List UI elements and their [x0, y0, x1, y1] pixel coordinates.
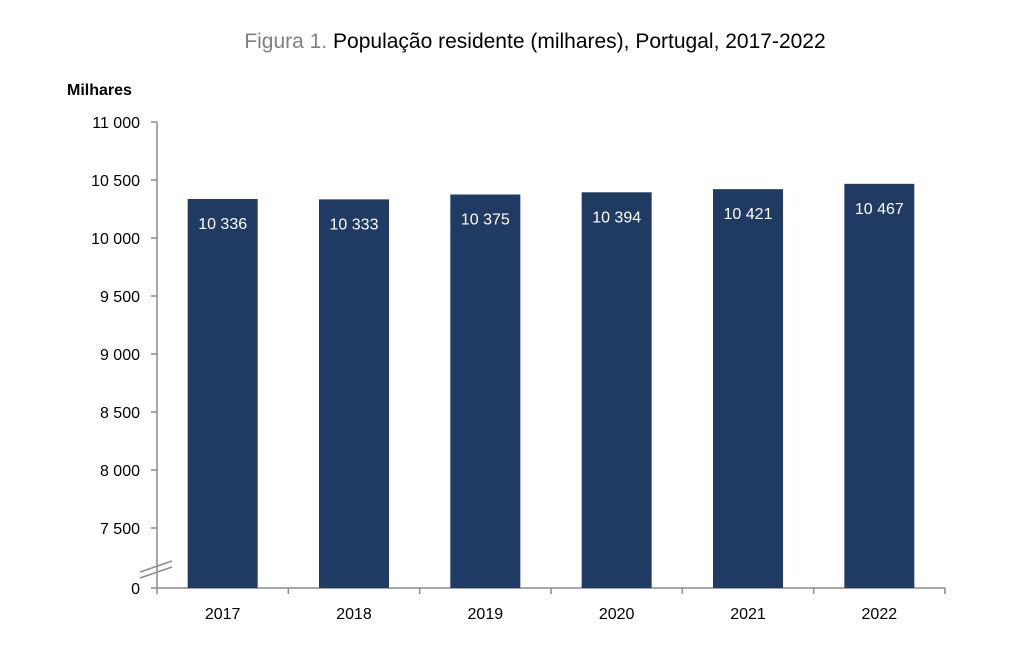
y-tick-label: 10 500: [91, 173, 140, 190]
x-tick-label: 2019: [468, 606, 504, 623]
x-tick-label: 2017: [205, 606, 241, 623]
data-label: 10 394: [592, 209, 641, 226]
data-label: 10 421: [724, 206, 773, 223]
data-label: 10 336: [198, 216, 247, 233]
y-tick-label: 8 500: [100, 405, 140, 422]
bar-2020: [581, 192, 652, 588]
data-label: 10 467: [855, 201, 904, 218]
y-tick-label: 11 000: [92, 115, 140, 132]
y-axis-label: Milhares: [67, 82, 132, 99]
bar-2019: [450, 194, 521, 588]
y-tick-label: 7 500: [100, 521, 140, 538]
bar-2018: [319, 199, 389, 588]
y-tick-label: 8 000: [100, 463, 140, 480]
bar-2022: [844, 183, 915, 588]
bar-2021: [713, 189, 783, 588]
axis-break-mark: [139, 566, 173, 579]
data-label: 10 375: [461, 212, 510, 229]
chart-title: Figura 1. População residente (milhares)…: [0, 30, 1023, 54]
y-tick-label: 10 000: [91, 231, 140, 248]
data-label: 10 333: [330, 216, 379, 233]
x-tick-label: 2022: [862, 606, 898, 623]
x-tick-label: 2018: [336, 606, 372, 623]
y-tick-label: 9 000: [100, 347, 140, 364]
bar-2017: [187, 199, 258, 589]
x-tick-label: 2020: [599, 606, 635, 623]
x-tick-label: 2021: [730, 606, 766, 623]
axis-break-mark: [139, 560, 173, 573]
title-text: População residente (milhares), Portugal…: [333, 30, 826, 53]
y-tick-label: 9 500: [100, 289, 140, 306]
figure-number: Figura 1.: [244, 30, 328, 53]
y-tick-label: 0: [131, 581, 140, 598]
